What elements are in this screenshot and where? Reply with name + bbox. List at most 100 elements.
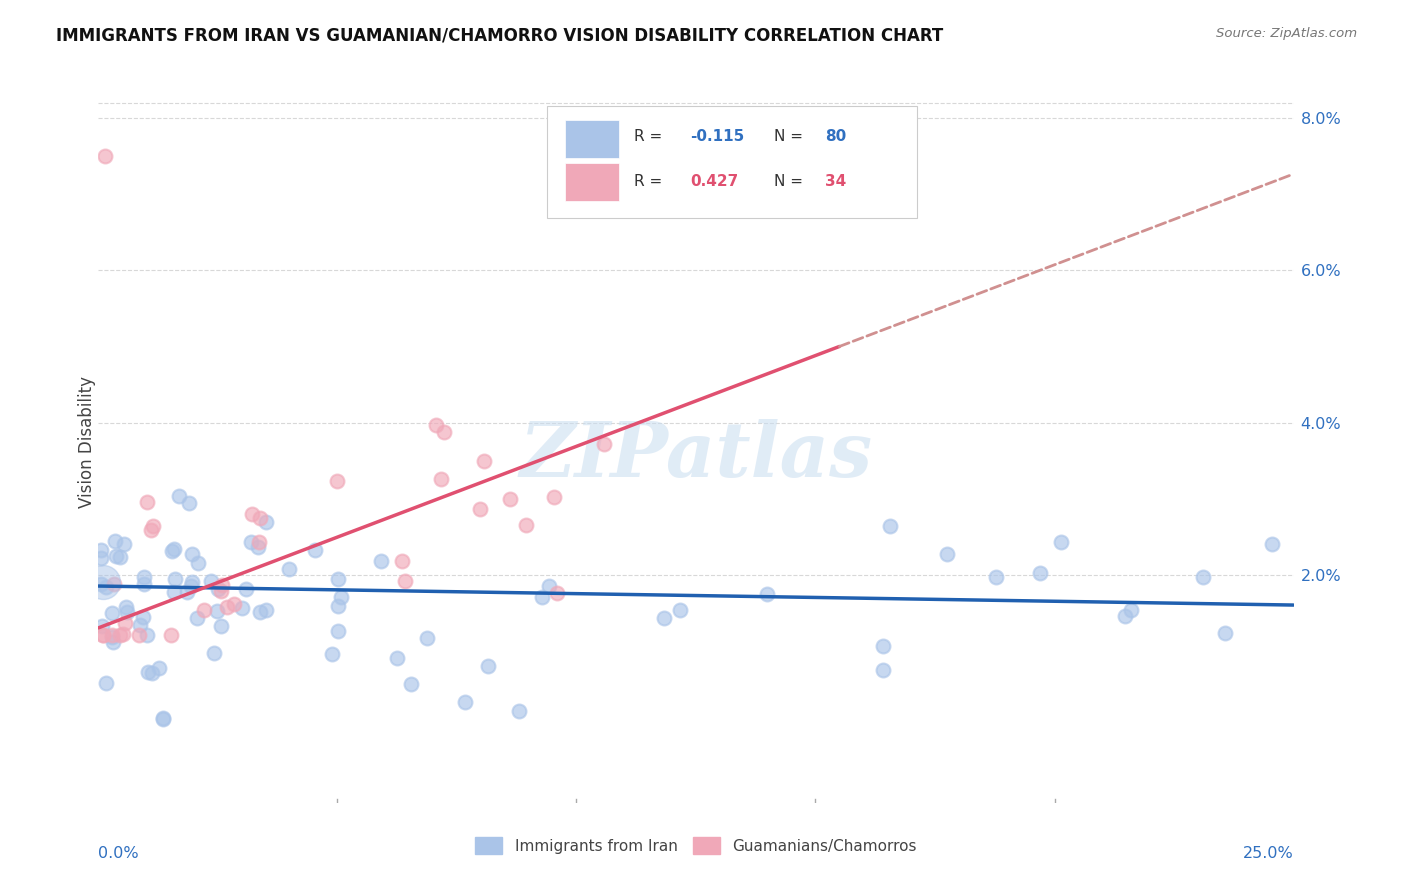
Point — [472, 454, 495, 468]
Point — [1213, 625, 1236, 640]
Point — [91, 628, 114, 642]
Text: N =: N = — [773, 129, 807, 145]
Y-axis label: Vision Disability: Vision Disability — [79, 376, 96, 508]
Point — [105, 549, 128, 563]
Point — [508, 704, 530, 718]
Point — [394, 574, 416, 588]
Point — [101, 628, 124, 642]
Point — [321, 647, 343, 661]
Point — [152, 712, 174, 726]
Point — [108, 628, 131, 642]
Point — [247, 540, 270, 554]
Legend: Immigrants from Iran, Guamanians/Chamorros: Immigrants from Iran, Guamanians/Chamorr… — [468, 831, 924, 860]
Point — [159, 628, 181, 642]
Point — [142, 519, 165, 533]
Point — [115, 606, 138, 620]
Point — [114, 616, 136, 631]
Point — [328, 573, 350, 587]
Text: 80: 80 — [825, 129, 846, 145]
Text: IMMIGRANTS FROM IRAN VS GUAMANIAN/CHAMORRO VISION DISABILITY CORRELATION CHART: IMMIGRANTS FROM IRAN VS GUAMANIAN/CHAMOR… — [56, 27, 943, 45]
Point — [1050, 535, 1073, 549]
Point — [180, 547, 202, 561]
Point — [652, 610, 675, 624]
Point — [224, 597, 246, 611]
Text: N =: N = — [773, 174, 807, 189]
Point — [391, 554, 413, 568]
Point — [546, 586, 568, 600]
Point — [114, 600, 136, 615]
Point — [136, 495, 159, 509]
Point — [193, 602, 215, 616]
Point — [231, 600, 253, 615]
Point — [152, 711, 174, 725]
Point — [136, 628, 159, 642]
Point — [136, 665, 159, 679]
Point — [177, 496, 200, 510]
FancyBboxPatch shape — [565, 120, 620, 158]
Point — [326, 624, 349, 639]
Point — [181, 575, 204, 590]
Point — [936, 547, 959, 561]
Point — [235, 582, 257, 597]
Point — [304, 542, 326, 557]
Point — [326, 474, 349, 488]
Point — [454, 695, 477, 709]
Point — [207, 604, 229, 618]
FancyBboxPatch shape — [547, 105, 917, 218]
Point — [91, 619, 114, 633]
Point — [129, 618, 152, 632]
Text: 34: 34 — [825, 174, 846, 189]
Point — [163, 585, 186, 599]
Point — [148, 661, 170, 675]
Point — [1261, 537, 1284, 551]
Point — [104, 534, 127, 549]
Point — [176, 584, 198, 599]
Point — [160, 544, 183, 558]
Point — [93, 149, 115, 163]
Point — [101, 635, 124, 649]
Point — [254, 515, 277, 529]
Text: 25.0%: 25.0% — [1243, 847, 1294, 861]
Point — [186, 611, 208, 625]
Point — [537, 579, 560, 593]
Point — [470, 502, 492, 516]
Point — [477, 659, 499, 673]
Point — [207, 582, 229, 596]
Text: R =: R = — [634, 129, 666, 145]
Point — [103, 577, 125, 591]
Point — [209, 619, 232, 633]
Point — [240, 535, 263, 549]
Point — [186, 556, 208, 570]
Point — [433, 425, 456, 439]
Point — [101, 607, 124, 621]
Text: 0.427: 0.427 — [690, 174, 738, 189]
Point — [163, 541, 186, 556]
Point — [326, 599, 349, 613]
Point — [401, 676, 423, 690]
Point — [141, 665, 163, 680]
Text: Source: ZipAtlas.com: Source: ZipAtlas.com — [1216, 27, 1357, 40]
Point — [132, 570, 155, 584]
Point — [1114, 608, 1136, 623]
Point — [277, 562, 299, 576]
Point — [202, 646, 225, 660]
Point — [543, 490, 565, 504]
Point — [1028, 566, 1050, 581]
Point — [139, 523, 162, 537]
Point — [180, 579, 202, 593]
Point — [1119, 603, 1142, 617]
Point — [90, 551, 112, 566]
Point — [215, 599, 238, 614]
Point — [240, 507, 263, 521]
Point — [1192, 570, 1215, 584]
Point — [254, 603, 277, 617]
Point — [329, 590, 352, 604]
Point — [499, 492, 522, 507]
Point — [96, 675, 118, 690]
Point — [872, 663, 894, 677]
Point — [515, 518, 537, 533]
Point — [91, 575, 114, 590]
Text: ZIPatlas: ZIPatlas — [519, 419, 873, 493]
Point — [128, 628, 150, 642]
Point — [425, 418, 447, 433]
